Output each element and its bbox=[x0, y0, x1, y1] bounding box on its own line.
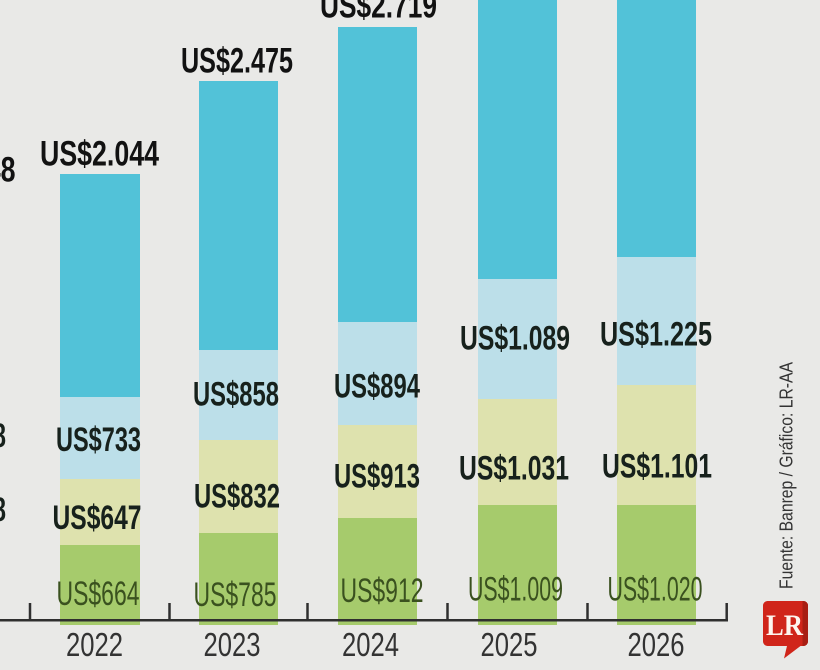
svg-text:US$1.101: US$1.101 bbox=[602, 448, 712, 486]
svg-text:US$1.089: US$1.089 bbox=[460, 320, 570, 358]
svg-text:US$913: US$913 bbox=[334, 458, 420, 496]
svg-text:US$664: US$664 bbox=[57, 575, 140, 613]
svg-text:US$912: US$912 bbox=[341, 572, 424, 610]
svg-text:2026: 2026 bbox=[628, 626, 685, 663]
svg-text:US$894: US$894 bbox=[334, 368, 420, 406]
svg-text:US$1.020: US$1.020 bbox=[608, 571, 703, 609]
svg-text:US$1.225: US$1.225 bbox=[600, 316, 712, 354]
svg-text:US$1.031: US$1.031 bbox=[459, 450, 569, 488]
svg-text:US$858: US$858 bbox=[193, 376, 279, 414]
svg-text:2023: 2023 bbox=[204, 626, 261, 663]
svg-text:2022: 2022 bbox=[66, 626, 123, 663]
svg-text:US$832: US$832 bbox=[194, 478, 280, 516]
svg-text:US$785: US$785 bbox=[194, 576, 277, 614]
svg-text:US$647: US$647 bbox=[53, 499, 142, 537]
svg-text:Fuente: Banrep / Gráfico: LR-A: Fuente: Banrep / Gráfico: LR-AA bbox=[777, 362, 797, 589]
svg-text:US$733: US$733 bbox=[56, 421, 141, 459]
svg-text:2025: 2025 bbox=[481, 626, 538, 663]
svg-text:US$748: US$748 bbox=[0, 417, 6, 455]
svg-text:US$2.044: US$2.044 bbox=[40, 135, 159, 174]
svg-text:US$1.009: US$1.009 bbox=[468, 571, 563, 609]
svg-text:LR: LR bbox=[766, 609, 803, 642]
svg-text:US$2.475: US$2.475 bbox=[181, 42, 293, 81]
svg-text:US$1.848: US$1.848 bbox=[0, 151, 16, 190]
svg-text:US$698: US$698 bbox=[0, 491, 6, 529]
svg-text:2024: 2024 bbox=[342, 626, 399, 663]
svg-text:US$2.719: US$2.719 bbox=[320, 0, 437, 26]
